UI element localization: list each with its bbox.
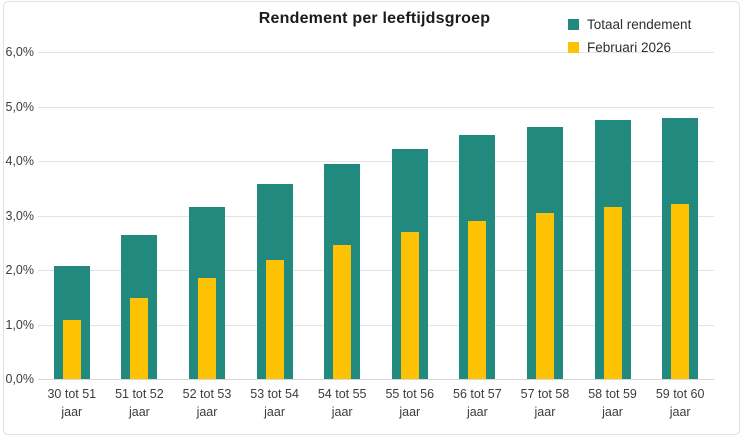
category-slot (579, 52, 647, 379)
y-tick-label: 4,0% (5, 154, 35, 168)
legend-swatch-teal-icon (568, 19, 579, 30)
category-slot (511, 52, 579, 379)
gridline (38, 379, 714, 380)
gridline (38, 52, 714, 53)
category-slot (308, 52, 376, 379)
x-tick-label: 56 tot 57 jaar (453, 387, 502, 419)
bar-februari-2026[interactable] (468, 220, 487, 379)
bar-februari-2026[interactable] (62, 320, 81, 379)
x-tick-label: 59 tot 60 jaar (655, 387, 705, 419)
x-tick-label: 57 tot 58 jaar (520, 387, 570, 419)
x-axis-labels: 30 tot 51 jaar 51 tot 52 jaar 52 tot 53 jaar 5… (38, 385, 714, 421)
bar-slots (38, 52, 714, 379)
category-slot (106, 52, 174, 379)
y-tick-label: 0,0% (5, 372, 35, 386)
x-tick-label: 30 tot 51 jaar (47, 387, 97, 419)
x-tick-label: 52 tot 53 jaar (182, 387, 232, 419)
legend-item-totaal-rendement[interactable]: Totaal rendement (568, 13, 691, 36)
legend: Totaal rendement Februari 2026 (568, 13, 691, 59)
bar-februari-2026[interactable] (197, 278, 216, 379)
y-tick-label: 5,0% (5, 99, 35, 114)
gridline (38, 161, 714, 162)
x-tick-label: 54 tot 55 jaar (317, 387, 367, 419)
bar-februari-2026[interactable] (400, 231, 419, 379)
y-tick-label: 6,0% (5, 45, 35, 59)
y-tick-label: 2,0% (5, 263, 35, 277)
legend-item-februari-2026[interactable]: Februari 2026 (568, 36, 691, 59)
gridline (38, 106, 714, 108)
x-tick-label: 55 tot 56 jaar (385, 387, 435, 419)
legend-label: Totaal rendement (587, 17, 692, 32)
y-axis-labels: 6,0% 5,0% 4,0% 3,0% 2,0% 1,0% 0,0% (0, 0, 35, 440)
category-slot (376, 52, 444, 379)
y-tick-label: 1,0% (5, 317, 35, 332)
gridline (38, 215, 714, 217)
chart-title: Rendement per leeftijdsgroep (258, 10, 491, 27)
legend-label: Februari 2026 (587, 40, 672, 55)
bar-februari-2026[interactable] (535, 213, 554, 379)
bar-februari-2026[interactable] (671, 204, 690, 379)
category-slot (241, 52, 309, 379)
bar-februari-2026[interactable] (603, 207, 622, 379)
bar-februari-2026[interactable] (130, 298, 149, 379)
x-tick-label: 58 tot 59 jaar (588, 387, 637, 419)
y-tick-label: 3,0% (5, 208, 35, 223)
gridline (38, 270, 714, 271)
x-tick-label: 53 tot 54 jaar (250, 387, 299, 419)
category-slot (38, 52, 106, 379)
category-slot (173, 52, 241, 379)
category-slot (444, 52, 512, 379)
x-tick-label: 51 tot 52 jaar (115, 387, 164, 419)
category-slot (646, 52, 714, 379)
gridline (38, 324, 714, 326)
legend-swatch-yellow-icon (568, 42, 579, 53)
bar-februari-2026[interactable] (265, 259, 284, 379)
bar-februari-2026[interactable] (333, 244, 352, 379)
plot-area (38, 52, 714, 380)
